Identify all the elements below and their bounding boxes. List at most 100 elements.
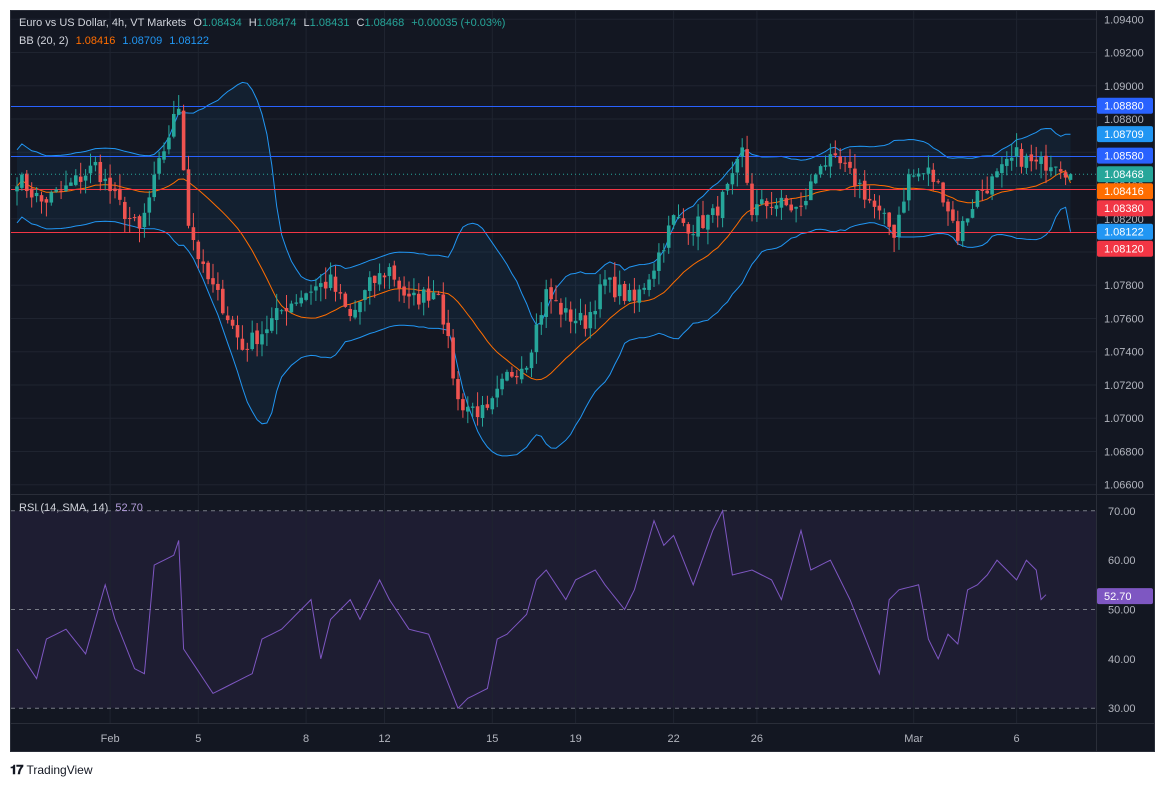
candle-body[interactable] bbox=[235, 325, 240, 338]
candle-body[interactable] bbox=[88, 165, 93, 174]
candle-body[interactable] bbox=[59, 190, 63, 192]
candle-body[interactable] bbox=[652, 270, 656, 279]
candle-body[interactable] bbox=[823, 165, 828, 167]
candle-body[interactable] bbox=[466, 406, 470, 412]
candle-body[interactable] bbox=[74, 175, 78, 185]
candle-body[interactable] bbox=[319, 283, 323, 287]
candle-body[interactable] bbox=[387, 267, 392, 277]
candle-body[interactable] bbox=[417, 293, 421, 305]
candle-body[interactable] bbox=[412, 292, 416, 296]
candle-body[interactable] bbox=[951, 209, 955, 221]
candle-body[interactable] bbox=[456, 379, 460, 400]
candle-body[interactable] bbox=[568, 309, 573, 322]
candle-body[interactable] bbox=[225, 315, 230, 321]
candle-body[interactable] bbox=[936, 181, 940, 183]
candle-body[interactable] bbox=[887, 212, 891, 227]
candle-body[interactable] bbox=[715, 206, 720, 216]
candle-body[interactable] bbox=[838, 156, 842, 164]
candle-body[interactable] bbox=[617, 284, 622, 297]
candle-body[interactable] bbox=[813, 174, 818, 184]
price-axis-label-line[interactable] bbox=[1097, 97, 1153, 114]
bb-legend[interactable]: BB (20, 2) 1.08416 1.08709 1.08122 bbox=[19, 35, 213, 47]
candle-body[interactable] bbox=[382, 275, 387, 278]
candle-body[interactable] bbox=[470, 406, 475, 408]
candle-body[interactable] bbox=[519, 368, 524, 380]
candle-body[interactable] bbox=[372, 275, 377, 283]
candle-body[interactable] bbox=[461, 399, 465, 411]
price-axis-label-bb-upper[interactable] bbox=[1097, 126, 1153, 143]
price-axis-label-bb-lower[interactable] bbox=[1097, 223, 1153, 240]
candle-body[interactable] bbox=[64, 185, 68, 191]
candle-body[interactable] bbox=[564, 308, 568, 313]
candle-body[interactable] bbox=[701, 215, 705, 229]
candle-body[interactable] bbox=[426, 288, 431, 301]
candle-body[interactable] bbox=[485, 404, 490, 408]
candle-body[interactable] bbox=[1054, 166, 1058, 168]
candle-body[interactable] bbox=[676, 216, 681, 218]
candle-body[interactable] bbox=[671, 215, 676, 225]
candle-body[interactable] bbox=[353, 309, 357, 318]
candle-body[interactable] bbox=[897, 214, 901, 237]
chart-canvas[interactable]: 1.094001.092001.090001.088001.086001.084… bbox=[11, 11, 1154, 751]
candle-body[interactable] bbox=[985, 190, 989, 194]
candle-body[interactable] bbox=[377, 273, 382, 285]
candle-body[interactable] bbox=[529, 352, 534, 369]
candle-body[interactable] bbox=[818, 166, 823, 175]
candle-body[interactable] bbox=[255, 330, 259, 345]
candle-body[interactable] bbox=[363, 290, 367, 300]
candle-body[interactable] bbox=[627, 289, 632, 302]
candle-body[interactable] bbox=[103, 178, 107, 181]
candle-body[interactable] bbox=[323, 281, 328, 289]
candle-body[interactable] bbox=[809, 181, 813, 201]
candle-body[interactable] bbox=[750, 183, 754, 216]
candle-body[interactable] bbox=[113, 188, 117, 192]
candle-body[interactable] bbox=[916, 173, 921, 177]
candle-body[interactable] bbox=[309, 291, 313, 293]
candle-body[interactable] bbox=[451, 337, 455, 379]
candle-body[interactable] bbox=[622, 283, 627, 301]
rsi-axis-label[interactable] bbox=[1097, 588, 1153, 605]
candle-body[interactable] bbox=[250, 332, 254, 350]
candle-body[interactable] bbox=[1058, 169, 1063, 172]
candle-body[interactable] bbox=[20, 174, 24, 188]
candle-body[interactable] bbox=[975, 190, 980, 207]
candle-body[interactable] bbox=[34, 192, 39, 197]
candle-body[interactable] bbox=[328, 274, 333, 288]
candle-body[interactable] bbox=[137, 216, 142, 229]
candle-body[interactable] bbox=[25, 173, 29, 192]
candle-body[interactable] bbox=[970, 209, 975, 218]
candle-body[interactable] bbox=[196, 241, 201, 260]
candle-body[interactable] bbox=[216, 283, 220, 290]
candle-body[interactable] bbox=[990, 176, 994, 195]
candle-body[interactable] bbox=[544, 289, 548, 317]
candle-body[interactable] bbox=[299, 297, 303, 304]
candle-body[interactable] bbox=[176, 108, 181, 115]
candle-body[interactable] bbox=[681, 218, 686, 223]
candle-body[interactable] bbox=[686, 224, 691, 234]
candle-body[interactable] bbox=[960, 220, 965, 242]
candle-body[interactable] bbox=[98, 161, 103, 183]
candle-body[interactable] bbox=[93, 161, 98, 166]
candle-body[interactable] bbox=[799, 205, 803, 207]
candle-body[interactable] bbox=[123, 201, 127, 220]
candle-body[interactable] bbox=[965, 218, 970, 223]
candle-body[interactable] bbox=[421, 289, 426, 303]
candle-body[interactable] bbox=[745, 149, 749, 183]
price-axis-label-line[interactable] bbox=[1097, 200, 1153, 217]
candle-body[interactable] bbox=[265, 329, 269, 334]
candle-body[interactable] bbox=[436, 293, 441, 295]
candle-body[interactable] bbox=[431, 292, 436, 300]
candle-body[interactable] bbox=[583, 315, 588, 329]
candle-body[interactable] bbox=[862, 180, 867, 200]
candle-body[interactable] bbox=[191, 227, 196, 241]
candle-body[interactable] bbox=[29, 188, 34, 198]
candle-body[interactable] bbox=[343, 293, 348, 307]
candle-body[interactable] bbox=[706, 214, 710, 230]
candle-body[interactable] bbox=[142, 212, 147, 228]
candle-body[interactable] bbox=[230, 319, 235, 326]
candle-body[interactable] bbox=[118, 188, 122, 200]
candle-body[interactable] bbox=[206, 262, 210, 280]
candle-body[interactable] bbox=[980, 189, 985, 191]
candle-body[interactable] bbox=[995, 171, 999, 178]
candle-body[interactable] bbox=[78, 176, 83, 182]
